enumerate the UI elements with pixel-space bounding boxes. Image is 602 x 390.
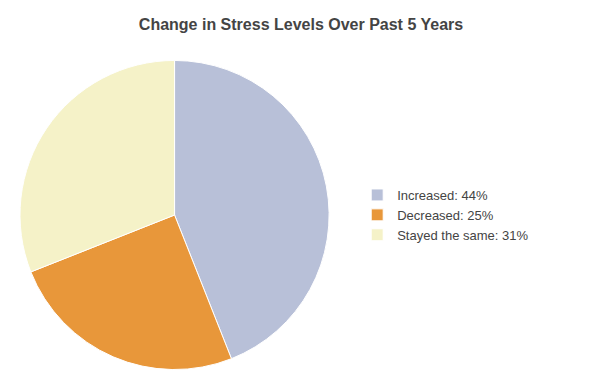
svg-text:Change in Stress Levels Over P: Change in Stress Levels Over Past 5 Year… <box>139 16 463 33</box>
svg-text:Stayed the same: 31%: Stayed the same: 31% <box>397 228 528 243</box>
svg-text:Decreased: 25%: Decreased: 25% <box>397 208 494 223</box>
svg-text:Increased: 44%: Increased: 44% <box>397 188 488 203</box>
